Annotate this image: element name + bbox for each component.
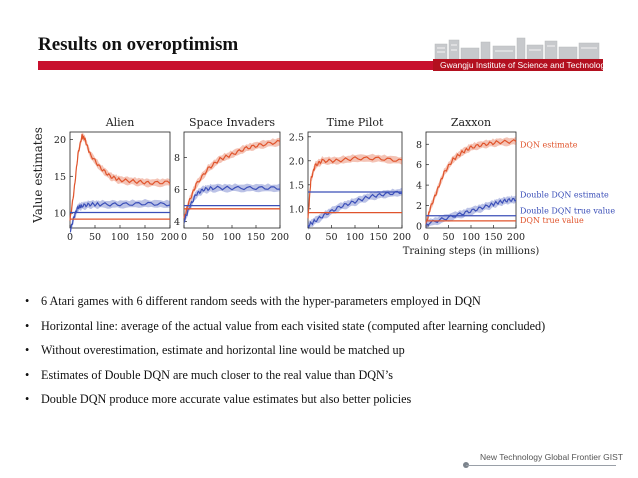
panel-title: Space Invaders bbox=[189, 116, 275, 129]
series-band bbox=[70, 130, 170, 226]
y-tick-label: 1.5 bbox=[289, 180, 304, 191]
series-line bbox=[183, 139, 281, 219]
bullet-item: • Without overestimation, estimate and ho… bbox=[25, 343, 635, 368]
x-tick-label: 50 bbox=[325, 232, 337, 243]
x-tick-label: 50 bbox=[442, 232, 454, 243]
x-tick-label: 0 bbox=[181, 232, 187, 243]
bullet-list: • 6 Atari games with 6 different random s… bbox=[25, 294, 635, 417]
x-tick-label: 150 bbox=[247, 232, 265, 243]
value-estimates-figure: Value estimates Training steps (in milli… bbox=[31, 116, 615, 257]
series-label: DQN true value bbox=[520, 216, 584, 225]
bullet-item: • Double DQN produce more accurate value … bbox=[25, 392, 635, 417]
y-tick-label: 15 bbox=[54, 172, 66, 183]
x-tick-label: 50 bbox=[89, 232, 101, 243]
series-label: Double DQN estimate bbox=[520, 190, 609, 199]
y-tick-label: 20 bbox=[54, 135, 66, 146]
plot-frame bbox=[183, 131, 281, 229]
bullet-icon: • bbox=[25, 294, 30, 308]
x-tick-label: 0 bbox=[67, 232, 73, 243]
y-tick-label: 2.5 bbox=[289, 132, 304, 143]
bullet-item: • Horizontal line: average of the actual … bbox=[25, 319, 635, 344]
series-label: Double DQN true value bbox=[520, 207, 615, 216]
bullet-text: Horizontal line: average of the actual v… bbox=[41, 318, 546, 333]
x-axis-label: Training steps (in millions) bbox=[403, 246, 540, 257]
x-tick-label: 100 bbox=[223, 232, 241, 243]
series-line bbox=[307, 190, 403, 228]
x-tick-label: 0 bbox=[305, 232, 311, 243]
bullet-icon: • bbox=[25, 318, 30, 333]
x-tick-label: 200 bbox=[393, 232, 411, 243]
series-line bbox=[69, 134, 171, 221]
x-tick-label: 100 bbox=[346, 232, 364, 243]
campus-skyline-logo bbox=[434, 37, 600, 59]
y-tick-label: 2.0 bbox=[289, 156, 304, 167]
panel-title: Time Pilot bbox=[327, 116, 384, 129]
x-tick-label: 100 bbox=[111, 232, 129, 243]
institute-band bbox=[433, 59, 603, 71]
x-tick-label: 150 bbox=[484, 232, 502, 243]
y-tick-label: 4 bbox=[416, 181, 422, 192]
bullet-icon: • bbox=[25, 367, 30, 382]
y-tick-label: 6 bbox=[416, 160, 422, 171]
y-tick-label: 4 bbox=[174, 217, 180, 228]
bullet-text: Estimates of Double DQN are much closer … bbox=[41, 367, 393, 382]
header-rule bbox=[38, 61, 433, 70]
bullet-text: Without overestimation, estimate and hor… bbox=[41, 343, 405, 357]
series-band bbox=[308, 187, 402, 230]
series-band bbox=[426, 136, 516, 229]
series-line bbox=[425, 138, 517, 224]
y-tick-label: 2 bbox=[416, 201, 422, 212]
x-tick-label: 0 bbox=[423, 232, 429, 243]
panel-title: Alien bbox=[105, 116, 135, 129]
y-tick-label: 8 bbox=[416, 140, 422, 151]
institute-name: Gwangju Institute of Science and Technol… bbox=[440, 60, 610, 70]
slide-title: Results on overoptimism bbox=[38, 34, 239, 55]
series-line bbox=[307, 156, 403, 219]
series-line bbox=[425, 197, 517, 226]
series-label: DQN estimate bbox=[520, 140, 578, 149]
x-tick-label: 200 bbox=[507, 232, 525, 243]
x-tick-label: 200 bbox=[271, 232, 289, 243]
bullet-item: • 6 Atari games with 6 different random s… bbox=[25, 294, 635, 319]
y-tick-label: 1.0 bbox=[289, 204, 304, 215]
footer-text: New Technology Global Frontier GIST bbox=[480, 452, 623, 462]
bullet-item: • Estimates of Double DQN are much closer… bbox=[25, 368, 635, 393]
x-tick-label: 150 bbox=[369, 232, 387, 243]
x-tick-label: 200 bbox=[161, 232, 179, 243]
panel-title: Zaxxon bbox=[451, 116, 491, 129]
x-tick-label: 100 bbox=[462, 232, 480, 243]
y-tick-label: 6 bbox=[174, 185, 180, 196]
y-tick-label: 10 bbox=[54, 209, 66, 220]
y-tick-label: 0 bbox=[416, 221, 422, 232]
bullet-icon: • bbox=[25, 392, 30, 406]
x-tick-label: 50 bbox=[202, 232, 214, 243]
x-tick-label: 150 bbox=[136, 232, 154, 243]
bullet-text: Double DQN produce more accurate value e… bbox=[41, 392, 412, 406]
series-line bbox=[183, 185, 281, 223]
bullet-icon: • bbox=[25, 343, 30, 357]
series-band bbox=[184, 137, 280, 224]
y-tick-label: 8 bbox=[174, 153, 180, 164]
y-axis-label: Value estimates bbox=[31, 127, 45, 224]
footer-rule bbox=[466, 465, 616, 466]
bullet-text: 6 Atari games with 6 different random se… bbox=[41, 294, 481, 308]
